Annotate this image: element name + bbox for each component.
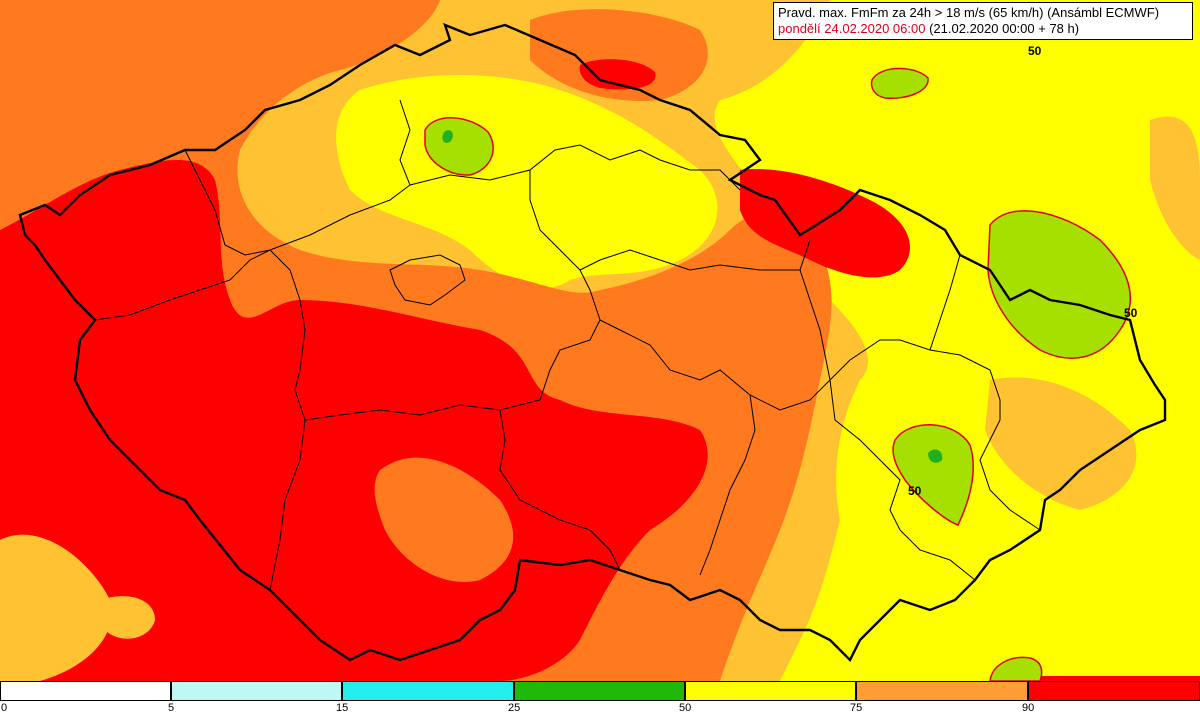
valid-date: pondělí 24.02.2020 06:00: [778, 21, 926, 36]
legend-swatch-15-25: [342, 681, 514, 701]
field-deep-green-1: [442, 130, 453, 143]
field-orange-sw: [374, 457, 514, 582]
map-canvas: [0, 0, 1200, 681]
field-green-bottom: [989, 656, 1043, 681]
field-deep-green-2: [928, 449, 943, 463]
field-orange-north: [530, 9, 708, 101]
color-legend: 0 5 15 25 50 75 90: [0, 681, 1200, 716]
field-green-east: [987, 210, 1132, 359]
legend-swatch-25-50: [514, 681, 685, 701]
field-red-west: [0, 160, 708, 681]
field-light-orange-sw: [0, 534, 112, 681]
legend-tick: 0: [1, 702, 8, 714]
legend-tick: 50: [679, 702, 692, 714]
contour-label-50: 50: [908, 484, 922, 498]
field-green-north: [424, 117, 494, 176]
legend-bar: [0, 681, 1200, 701]
legend-tick: 75: [850, 702, 863, 714]
field-green-northeast: [870, 67, 929, 100]
legend-tick: 5: [168, 702, 175, 714]
map-title: Pravd. max. FmFm za 24h > 18 m/s (65 km/…: [778, 5, 1160, 20]
country-border: [18, 22, 1167, 663]
contour-label-50: 50: [1124, 306, 1138, 320]
legend-tick: 25: [508, 702, 521, 714]
field-light-orange-ne: [1150, 116, 1200, 260]
region-borders: [94, 99, 1041, 591]
field-light-orange-sw2: [100, 596, 155, 639]
legend-tick: 90: [1022, 702, 1035, 714]
legend-swatch-90-100: [1028, 681, 1200, 701]
field-red-se: [1030, 676, 1200, 681]
legend-swatch-0-5: [0, 681, 171, 701]
legend-swatch-50-75: [685, 681, 856, 701]
legend-swatch-5-15: [171, 681, 342, 701]
model-run: (21.02.2020 00:00 + 78 h): [929, 21, 1080, 36]
contour-label-50: 50: [1028, 44, 1042, 58]
map-title-box: Pravd. max. FmFm za 24h > 18 m/s (65 km/…: [773, 2, 1193, 40]
legend-tick: 15: [336, 702, 349, 714]
field-green-south-east: [892, 424, 974, 526]
field-red-n: [579, 59, 656, 90]
probability-map: 50 50 50 Pravd. max. FmFm za 24h > 18 m/…: [0, 0, 1200, 681]
forecast-time: pondělí 24.02.2020 06:00 (21.02.2020 00:…: [778, 21, 1188, 37]
field-red-ne: [740, 169, 910, 278]
field-light-orange-east: [985, 377, 1137, 510]
legend-swatch-75-90: [856, 681, 1028, 701]
